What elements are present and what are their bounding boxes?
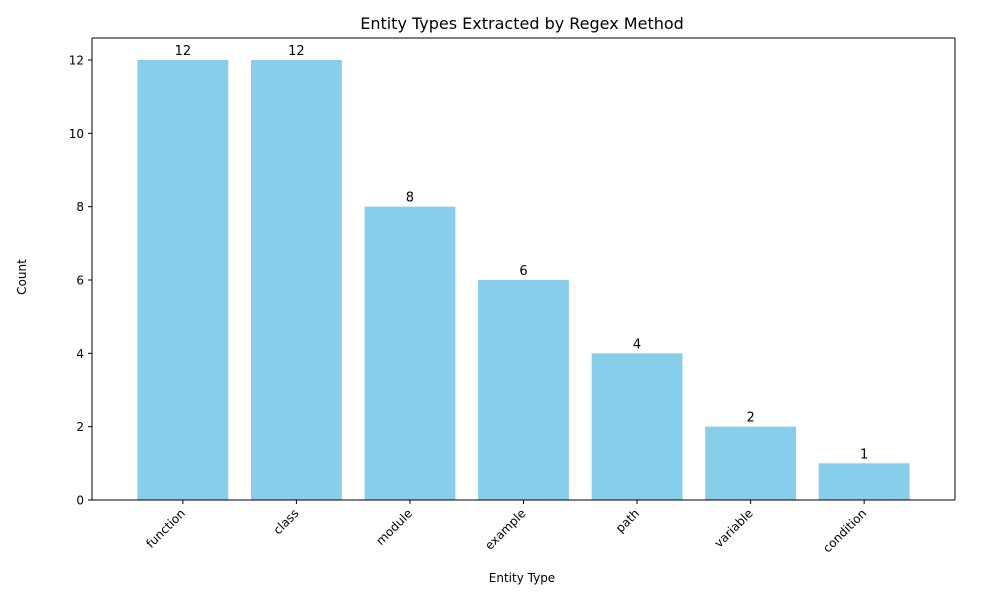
bar-example bbox=[478, 280, 569, 500]
y-tick-label: 8 bbox=[76, 200, 84, 214]
data-label-example: 6 bbox=[519, 264, 527, 279]
y-tick-label: 10 bbox=[69, 127, 84, 141]
bar-condition bbox=[818, 463, 910, 500]
x-tick-label-module: module bbox=[373, 506, 415, 548]
x-tick-label-class: class bbox=[271, 506, 302, 537]
bar-path bbox=[591, 353, 683, 500]
x-tick-label-example: example bbox=[482, 506, 528, 552]
data-label-function: 12 bbox=[175, 44, 192, 59]
y-axis-label: Count bbox=[15, 259, 29, 295]
y-tick-label: 12 bbox=[69, 54, 84, 68]
x-axis-label: Entity Type bbox=[489, 571, 555, 585]
y-tick-label: 0 bbox=[76, 494, 84, 508]
bar-module bbox=[364, 206, 456, 500]
x-tick-label-condition: condition bbox=[820, 506, 869, 555]
y-tick-label: 4 bbox=[76, 347, 84, 361]
data-label-condition: 1 bbox=[860, 447, 868, 462]
bar-class bbox=[250, 60, 342, 500]
data-label-class: 12 bbox=[288, 44, 305, 59]
x-tick-label-function: function bbox=[143, 506, 188, 551]
x-tick-label-variable: variable bbox=[712, 506, 756, 550]
bar-function bbox=[137, 60, 229, 500]
bar-variable bbox=[705, 426, 797, 500]
data-label-module: 8 bbox=[406, 191, 414, 206]
data-label-variable: 2 bbox=[746, 411, 754, 426]
chart-title: Entity Types Extracted by Regex Method bbox=[360, 14, 684, 33]
data-label-path: 4 bbox=[633, 337, 641, 352]
y-tick-label: 6 bbox=[76, 274, 84, 288]
y-tick-label: 2 bbox=[76, 420, 84, 434]
x-tick-label-path: path bbox=[613, 506, 642, 535]
